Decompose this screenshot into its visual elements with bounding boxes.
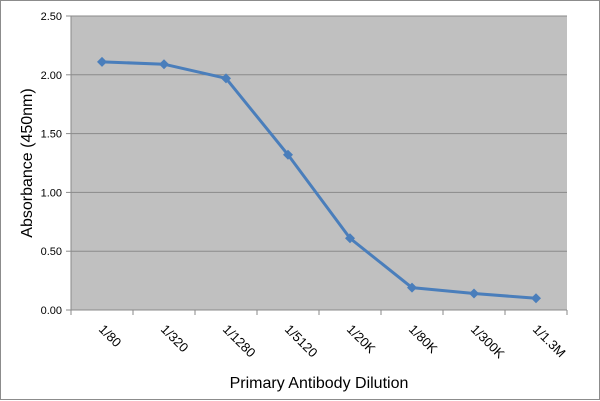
x-tick-label: 1/1280 xyxy=(220,322,259,361)
x-tick-label: 1/1.3M xyxy=(530,322,569,361)
y-tick-label: 1.00 xyxy=(41,187,62,199)
y-tick-label: 2.50 xyxy=(41,11,62,23)
series-line xyxy=(101,60,537,300)
x-tick-label: 1/80 xyxy=(96,322,125,351)
data-point xyxy=(159,59,169,70)
x-tick-label: 1/300K xyxy=(468,322,508,362)
data-point xyxy=(345,233,355,244)
x-tick-label: 1/5120 xyxy=(282,322,321,361)
data-point xyxy=(407,282,417,293)
y-tick-label: 0.00 xyxy=(41,305,62,317)
y-tick-label: 0.50 xyxy=(41,246,62,258)
plot-area xyxy=(71,16,567,310)
data-point xyxy=(469,288,479,299)
data-point xyxy=(97,56,107,67)
x-tick-label: 1/80K xyxy=(406,322,441,357)
y-tick-label: 2.00 xyxy=(41,70,62,82)
x-axis-label: Primary Antibody Dilution xyxy=(230,375,409,392)
y-axis-label: Absorbance (450nm) xyxy=(19,88,36,237)
x-tick-label: 1/20K xyxy=(344,322,379,357)
data-point xyxy=(221,73,231,84)
data-point xyxy=(531,293,541,304)
x-tick-label: 1/320 xyxy=(158,322,192,356)
data-point xyxy=(283,149,293,160)
y-tick-label: 1.50 xyxy=(41,129,62,141)
